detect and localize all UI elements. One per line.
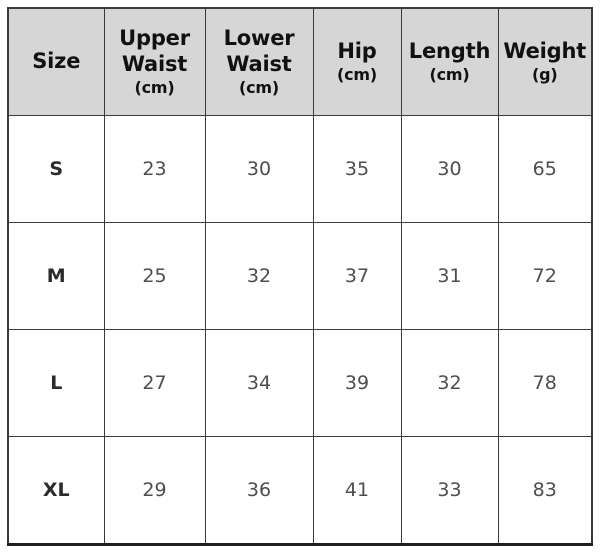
cell-hip: 41 [312, 435, 402, 546]
header-row: Size Upper Waist (cm) Lower Waist (cm) H… [7, 7, 593, 116]
cell-hip: 39 [312, 328, 402, 437]
column-header-hip-label: Hip [337, 39, 377, 64]
cell-weight: 72 [497, 221, 593, 330]
column-header-length-label: Length [408, 39, 491, 64]
column-header-upper-waist-label: Upper Waist [119, 26, 190, 76]
column-header-weight-unit: (g) [532, 64, 558, 84]
column-header-weight: Weight (g) [497, 7, 593, 116]
column-header-hip-unit: (cm) [337, 64, 377, 84]
cell-length: 32 [400, 328, 499, 437]
cell-weight: 65 [497, 114, 593, 223]
column-header-upper-waist: Upper Waist (cm) [103, 7, 206, 116]
cell-upper-waist: 25 [103, 221, 206, 330]
cell-lower-waist: 36 [204, 435, 314, 546]
cell-upper-waist: 29 [103, 435, 206, 546]
table-row: XL 29 36 41 33 83 [7, 435, 593, 546]
cell-weight: 78 [497, 328, 593, 437]
cell-lower-waist: 34 [204, 328, 314, 437]
column-header-hip: Hip (cm) [312, 7, 402, 116]
column-header-upper-waist-unit: (cm) [134, 77, 175, 97]
table-header: Size Upper Waist (cm) Lower Waist (cm) H… [7, 7, 593, 116]
cell-upper-waist: 23 [103, 114, 206, 223]
cell-upper-waist: 27 [103, 328, 206, 437]
column-header-size: Size [7, 7, 105, 116]
cell-length: 33 [400, 435, 499, 546]
size-chart-table: Size Upper Waist (cm) Lower Waist (cm) H… [7, 7, 593, 546]
cell-length: 31 [400, 221, 499, 330]
column-header-lower-waist-unit: (cm) [239, 77, 279, 97]
column-header-lower-waist-label: Lower Waist [223, 26, 295, 76]
column-header-length: Length (cm) [400, 7, 499, 116]
cell-size: M [7, 221, 105, 330]
size-chart-container: Size Upper Waist (cm) Lower Waist (cm) H… [7, 7, 593, 546]
cell-hip: 37 [312, 221, 402, 330]
column-header-size-label: Size [32, 48, 81, 73]
cell-lower-waist: 32 [204, 221, 314, 330]
table-row: M 25 32 37 31 72 [7, 221, 593, 330]
column-header-lower-waist: Lower Waist (cm) [204, 7, 314, 116]
cell-size: XL [7, 435, 105, 546]
cell-size: S [7, 114, 105, 223]
column-header-weight-label: Weight [503, 39, 587, 64]
cell-lower-waist: 30 [204, 114, 314, 223]
table-row: L 27 34 39 32 78 [7, 328, 593, 437]
cell-length: 30 [400, 114, 499, 223]
cell-size: L [7, 328, 105, 437]
cell-weight: 83 [497, 435, 593, 546]
table-body: S 23 30 35 30 65 M 25 32 37 31 72 L 27 3… [7, 114, 593, 546]
cell-hip: 35 [312, 114, 402, 223]
table-row: S 23 30 35 30 65 [7, 114, 593, 223]
column-header-length-unit: (cm) [429, 64, 470, 84]
